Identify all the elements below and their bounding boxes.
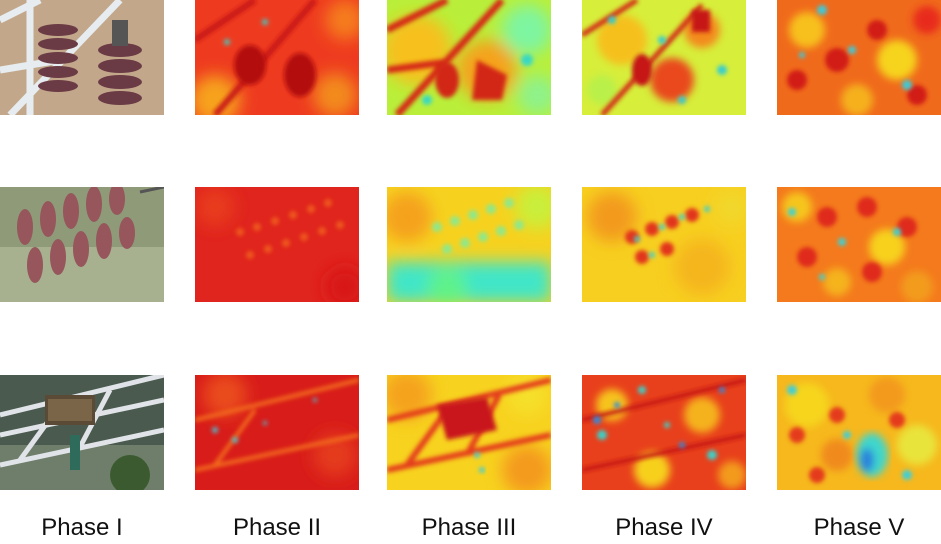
heatmap-row3-phase5 (777, 375, 941, 490)
heatmap-row2-phase4 (582, 187, 746, 302)
phase-label-1: Phase I (41, 514, 123, 541)
phase-label-2: Phase II (232, 514, 322, 541)
heatmap-row2-phase2 (195, 187, 359, 302)
heatmap-row1-phase4 (582, 0, 746, 115)
photo-row2 (0, 187, 164, 302)
heatmap-row1-phase5 (777, 0, 941, 115)
phase-label-4: Phase IV (615, 514, 713, 541)
heatmap-row2-phase3 (387, 187, 551, 302)
heatmap-row1-phase3 (387, 0, 551, 115)
photo-row3 (0, 375, 164, 490)
heatmap-row1-phase2 (195, 0, 359, 115)
heatmap-row3-phase2 (195, 375, 359, 490)
heatmap-row3-phase3 (387, 375, 551, 490)
photo-row1 (0, 0, 164, 115)
heatmap-row3-phase4 (582, 375, 746, 490)
phase-label-5: Phase V (813, 514, 905, 541)
phase-label-3: Phase III (421, 514, 517, 541)
heatmap-row2-phase5 (777, 187, 941, 302)
